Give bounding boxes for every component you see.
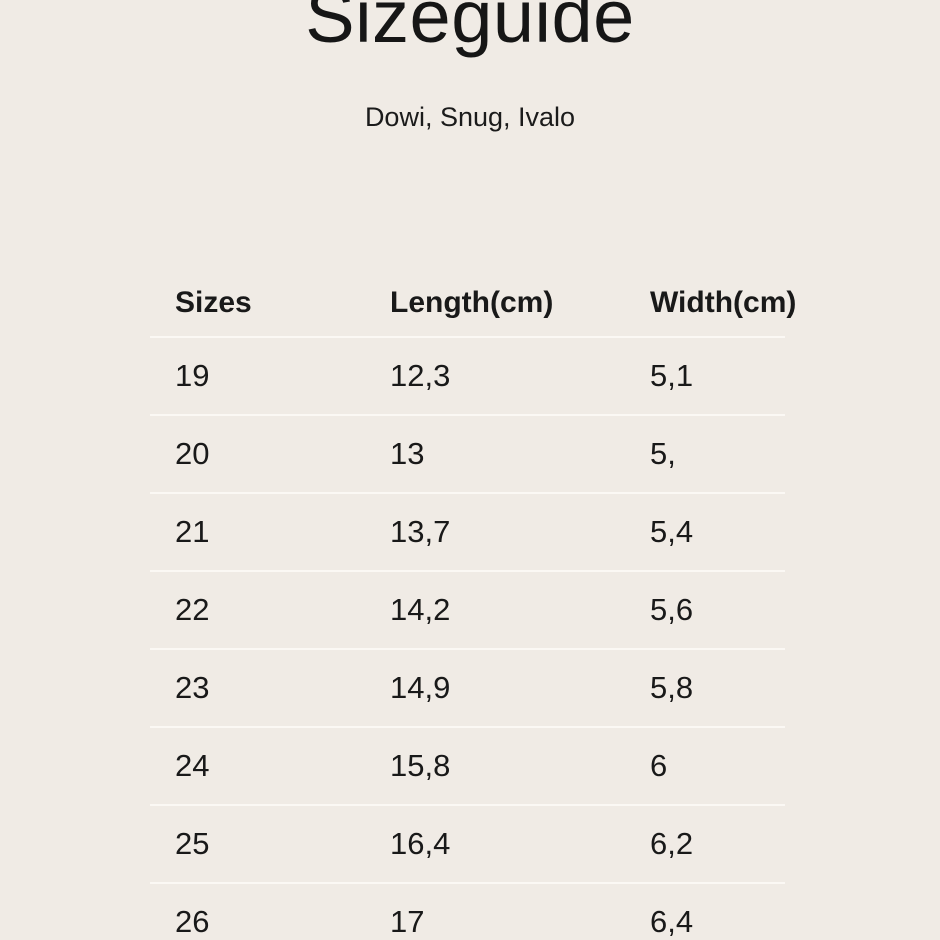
cell-length: 13,7 [390,514,451,549]
cell-length: 14,2 [390,592,451,627]
cell-width: 5,4 [650,514,694,549]
cell-length: 17 [390,904,425,939]
table-row: 26 17 6,4 [150,884,785,940]
table-row: 25 16,4 6,2 [150,806,785,884]
cell-width: 5,1 [650,358,694,393]
cell-size: 19 [175,358,210,393]
table-header-row: Sizes Length(cm) Width(cm) [150,270,796,338]
cell-width: 6 [650,748,668,783]
table-row: 22 14,2 5,6 [150,572,785,650]
column-header-width: Width(cm) [650,286,797,319]
cell-length: 15,8 [390,748,451,783]
cell-size: 26 [175,904,210,939]
page-title: Sizeguide [305,0,635,58]
cell-size: 25 [175,826,210,861]
cell-length: 14,9 [390,670,451,705]
size-table: Sizes Length(cm) Width(cm) 19 12,3 5,1 2… [150,270,796,940]
cell-length: 12,3 [390,358,451,393]
cell-width: 5,6 [650,592,694,627]
table-row: 24 15,8 6 [150,728,785,806]
table-row: 20 13 5, [150,416,785,494]
cell-length: 16,4 [390,826,451,861]
table-body: 19 12,3 5,1 20 13 5, 21 13,7 5,4 22 [150,338,785,940]
cell-size: 24 [175,748,210,783]
cell-width: 5,8 [650,670,694,705]
cell-size: 20 [175,436,210,471]
cell-width: 6,4 [650,904,694,939]
cell-size: 21 [175,514,210,549]
table-row: 19 12,3 5,1 [150,338,785,416]
cell-size: 22 [175,592,210,627]
table-row: 21 13,7 5,4 [150,494,785,572]
cell-length: 13 [390,436,425,471]
page-subtitle: Dowi, Snug, Ivalo [364,102,576,132]
cell-width: 5, [650,436,676,471]
cell-size: 23 [175,670,210,705]
cell-width: 6,2 [650,826,694,861]
table-row: 23 14,9 5,8 [150,650,785,728]
column-header-length: Length(cm) [390,286,554,319]
column-header-sizes: Sizes [175,286,252,319]
